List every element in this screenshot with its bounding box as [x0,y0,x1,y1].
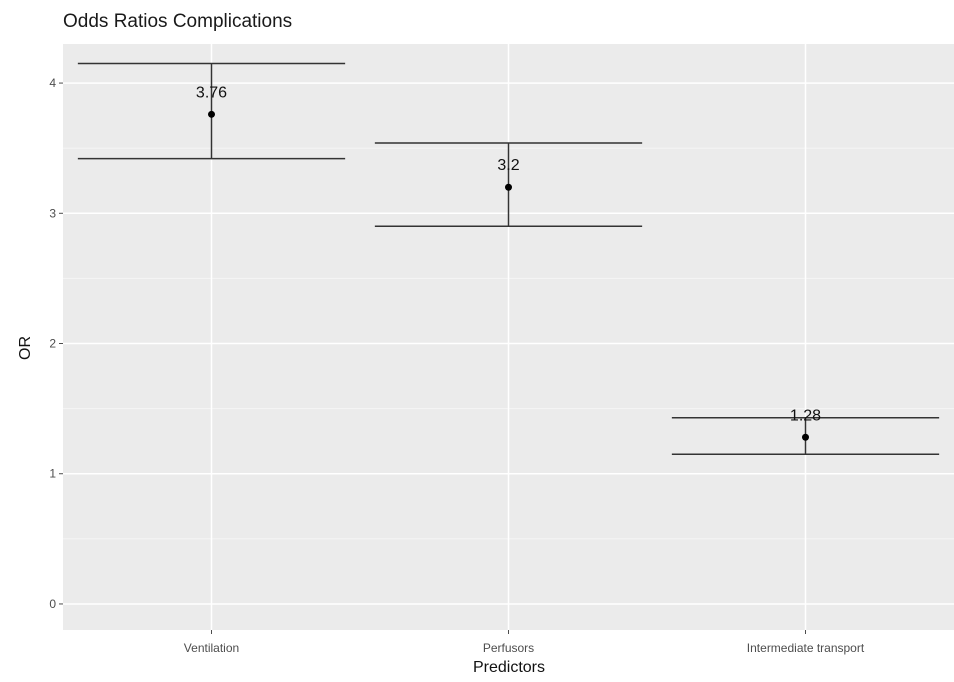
y-tick-label: 0 [49,597,56,611]
x-tick-label: Ventilation [184,641,239,655]
y-tick-label: 1 [49,467,56,481]
data-point [505,183,512,191]
y-tick-label: 2 [49,337,56,351]
data-point [208,110,215,118]
x-axis-title: Predictors [473,659,545,676]
y-axis-title: OR [17,336,34,360]
y-tick-label: 3 [49,206,56,220]
errorbar-group: 1.28 [671,407,940,455]
x-tick-label: Perfusors [483,641,534,655]
data-marks: 3.76 3.2 1.28 [77,62,940,455]
chart-title: Odds Ratios Complications [63,11,292,32]
data-label: 3.2 [497,157,519,174]
y-tick-label: 4 [49,76,56,90]
data-point [802,433,809,441]
x-tick-label: Intermediate transport [747,641,865,655]
errorbar-group: 3.2 [374,142,643,228]
axes: 0 1 2 3 4 Ventilation Perfusors Intermediate tr… [49,76,865,655]
data-label: 1.28 [790,407,821,424]
errorbar-group: 3.76 [77,62,346,160]
data-label: 3.76 [196,84,227,101]
